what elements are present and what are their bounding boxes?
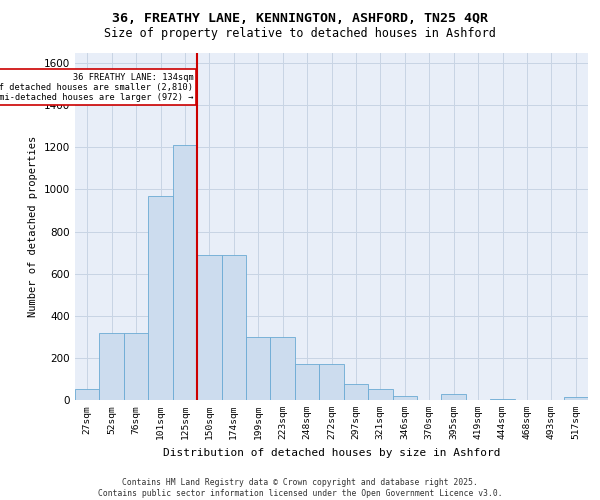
Bar xyxy=(442,394,466,400)
Bar xyxy=(173,145,197,400)
Bar xyxy=(75,390,100,400)
Bar xyxy=(271,337,295,400)
Bar xyxy=(344,384,368,400)
Text: 36 FREATHY LANE: 134sqm
← 74% of detached houses are smaller (2,810)
26% of semi: 36 FREATHY LANE: 134sqm ← 74% of detache… xyxy=(0,72,193,102)
Bar xyxy=(392,396,417,400)
Bar xyxy=(490,399,515,400)
Bar xyxy=(221,254,246,400)
Bar xyxy=(124,332,148,400)
Bar xyxy=(246,337,271,400)
Text: Contains HM Land Registry data © Crown copyright and database right 2025.
Contai: Contains HM Land Registry data © Crown c… xyxy=(98,478,502,498)
Y-axis label: Number of detached properties: Number of detached properties xyxy=(28,136,38,317)
Text: 36, FREATHY LANE, KENNINGTON, ASHFORD, TN25 4QR: 36, FREATHY LANE, KENNINGTON, ASHFORD, T… xyxy=(112,12,488,26)
Bar xyxy=(148,196,173,400)
Text: Size of property relative to detached houses in Ashford: Size of property relative to detached ho… xyxy=(104,28,496,40)
Bar xyxy=(295,364,319,400)
Bar xyxy=(319,364,344,400)
Bar xyxy=(100,332,124,400)
Bar xyxy=(368,390,392,400)
Bar xyxy=(197,254,221,400)
Bar xyxy=(563,397,588,400)
X-axis label: Distribution of detached houses by size in Ashford: Distribution of detached houses by size … xyxy=(163,448,500,458)
